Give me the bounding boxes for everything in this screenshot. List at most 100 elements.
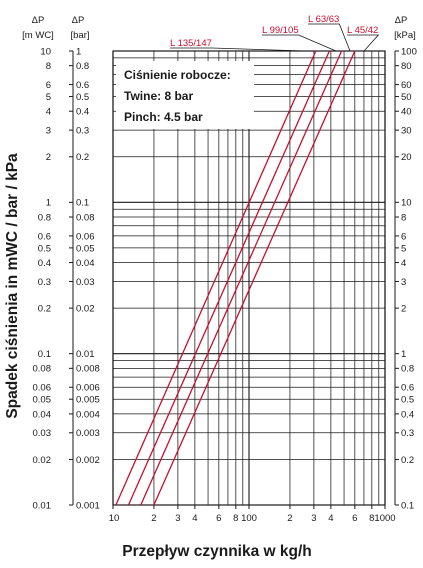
chart-ticks: 0.01 0.001 0.1 0.02 0.002 0.2 0.03 0.003 0.3 0.04…: [33, 46, 417, 524]
y-tick-label-kpa: 20: [401, 152, 412, 163]
y-tick-label-kpa: 30: [401, 126, 412, 137]
chart-grid: [72, 50, 396, 506]
y-tick-label-mwc: 0.04: [33, 409, 52, 420]
y-tick-label-bar: 0.6: [76, 80, 89, 91]
x-tick-label: 8: [233, 513, 238, 524]
y-tick-label-kpa: 2: [401, 304, 406, 315]
y-tick-label-mwc: 0.08: [33, 364, 52, 375]
y-tick-label-bar: 0.006: [76, 383, 100, 394]
y-tick-label-mwc: 10: [40, 46, 51, 57]
y-tick-label-bar: 0.02: [76, 304, 95, 315]
y-tick-label-kpa: 5: [401, 243, 406, 254]
y-tick-label-kpa: 0.5: [401, 395, 414, 406]
y-tick-label-bar: 0.4: [76, 107, 89, 118]
y-tick-label-mwc: 0.01: [33, 500, 52, 511]
y-tick-label-mwc: 0.3: [38, 277, 51, 288]
x-tick-label: 6: [216, 513, 221, 524]
y-tick-label-bar: 0.008: [76, 364, 100, 375]
note-line-3: Pinch: 4.5 bar: [124, 110, 203, 124]
note-line-2: Twine: 8 bar: [124, 89, 193, 103]
x-axis-label: Przepływ czynnika w kg/h: [122, 543, 312, 560]
y-axis-label: Spadek ciśnienia in mWC / bar / kPa: [4, 153, 21, 419]
y-tick-label-kpa: 4: [401, 258, 406, 269]
series-line: [115, 50, 317, 506]
y-tick-label-bar: 0.08: [76, 212, 95, 223]
x-tick-label: 3: [175, 513, 180, 524]
y-tick-label-kpa: 0.6: [401, 383, 414, 394]
series-label: L 63/63: [308, 14, 339, 25]
y-tick-label-bar: 0.005: [76, 395, 100, 406]
y-tick-label-mwc: 0.6: [38, 231, 51, 242]
y-tick-label-mwc: 8: [46, 61, 51, 72]
x-tick-label: 2: [287, 513, 292, 524]
y-tick-label-bar: 0.1: [76, 198, 89, 209]
y-tick-label-mwc: 0.4: [38, 258, 51, 269]
chart-series: L 135/147 L 99/105 L 63/63 L 45/42: [115, 14, 380, 506]
y-tick-label-bar: 0.003: [76, 428, 100, 439]
y-tick-label-kpa: 6: [401, 231, 406, 242]
header-mwc-symbol: ΔP: [32, 15, 45, 26]
series-line: [140, 50, 343, 506]
y-tick-label-kpa: 60: [401, 80, 412, 91]
x-tick-label: 3: [311, 513, 316, 524]
y-tick-label-kpa: 0.3: [401, 428, 414, 439]
header-mwc-unit: [m WC]: [22, 30, 54, 41]
y-tick-label-mwc: 0.2: [38, 304, 51, 315]
series-line: [153, 50, 356, 506]
header-bar-symbol: ΔP: [72, 15, 85, 26]
y-tick-label-mwc: 0.02: [33, 455, 52, 466]
y-tick-label-mwc: 5: [46, 92, 51, 103]
y-tick-label-mwc: 3: [46, 126, 51, 137]
note-box: [116, 61, 254, 129]
note-line-1: Ciśnienie robocze:: [124, 68, 231, 82]
y-tick-label-kpa: 80: [401, 61, 412, 72]
x-tick-label: 4: [328, 513, 333, 524]
y-tick-label-mwc: 4: [46, 107, 51, 118]
y-tick-label-kpa: 8: [401, 212, 406, 223]
series-label: L 99/105: [262, 25, 299, 36]
y-tick-label-kpa: 100: [401, 46, 417, 57]
y-tick-label-bar: 0.05: [76, 243, 95, 254]
y-tick-label-kpa: 0.8: [401, 364, 414, 375]
y-tick-label-kpa: 3: [401, 277, 406, 288]
series-label-leader: [170, 47, 306, 52]
y-tick-label-bar: 0.002: [76, 455, 100, 466]
y-tick-label-mwc: 0.03: [33, 428, 52, 439]
series-label: L 45/42: [347, 25, 378, 36]
y-tick-label-kpa: 0.2: [401, 455, 414, 466]
y-tick-label-bar: 0.8: [76, 61, 89, 72]
y-tick-label-bar: 0.06: [76, 231, 95, 242]
y-tick-label-kpa: 0.1: [401, 500, 414, 511]
x-tick-label: 10: [109, 513, 120, 524]
y-tick-label-mwc: 0.06: [33, 383, 52, 394]
series-label-leader: [308, 23, 351, 52]
series-label-leader: [347, 34, 380, 52]
series-label: L 135/147: [170, 38, 212, 49]
x-tick-label: 6: [352, 513, 357, 524]
y-tick-label-kpa: 1: [401, 349, 406, 360]
x-tick-label: 8: [369, 513, 374, 524]
y-tick-label-mwc: 0.1: [38, 349, 51, 360]
x-tick-label: 1000: [374, 513, 395, 524]
series-line: [127, 50, 330, 506]
header-bar-unit: [bar]: [70, 30, 89, 41]
y-tick-label-kpa: 50: [401, 92, 412, 103]
y-tick-label-kpa: 10: [401, 198, 412, 209]
y-tick-label-bar: 0.004: [76, 409, 100, 420]
header-kpa-unit: [kPa]: [394, 30, 416, 41]
x-tick-label: 4: [192, 513, 197, 524]
y-tick-label-kpa: 0.4: [401, 409, 414, 420]
y-tick-label-bar: 1: [76, 46, 81, 57]
y-tick-label-bar: 0.04: [76, 258, 95, 269]
y-tick-label-mwc: 0.8: [38, 212, 51, 223]
y-tick-label-mwc: 0.05: [33, 395, 52, 406]
y-tick-label-bar: 0.001: [76, 500, 100, 511]
y-tick-label-mwc: 1: [46, 198, 51, 209]
header-kpa-symbol: ΔP: [395, 15, 408, 26]
y-tick-label-bar: 0.03: [76, 277, 95, 288]
y-tick-label-bar: 0.5: [76, 92, 89, 103]
y-tick-label-bar: 0.01: [76, 349, 95, 360]
series-label-leader: [262, 34, 337, 52]
y-tick-label-bar: 0.3: [76, 126, 89, 137]
